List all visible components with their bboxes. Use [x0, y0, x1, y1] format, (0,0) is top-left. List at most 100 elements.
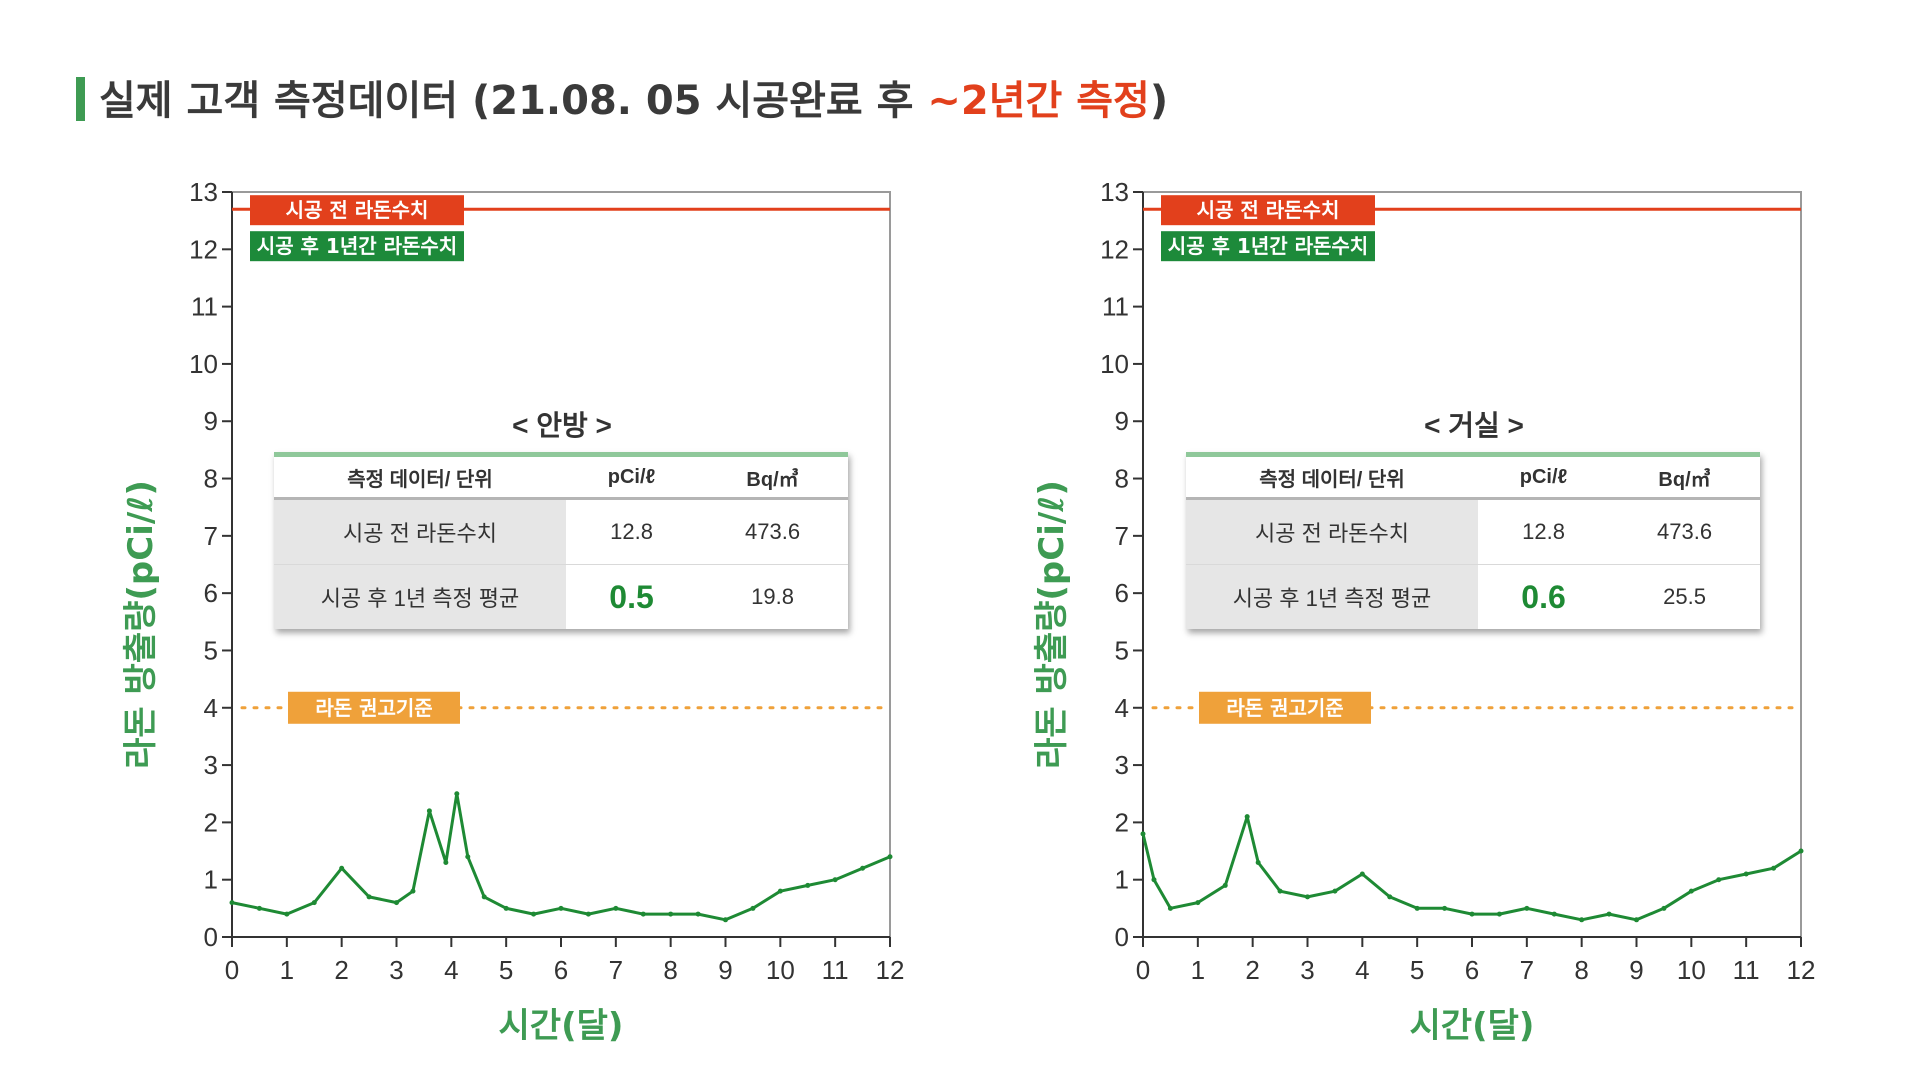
x-tick-label: 6 — [554, 955, 568, 985]
before-badge — [1161, 195, 1375, 226]
table-row: 시공 후 1년 측정 평균 0.6 25.5 — [1186, 564, 1760, 629]
title-end: ) — [1149, 78, 1169, 124]
series-point — [394, 900, 399, 906]
y-tick-label: 0 — [204, 922, 218, 952]
after-badge-label: 시공 후 1년간 라돈수치 — [1168, 234, 1368, 258]
y-tick-label: 11 — [191, 292, 218, 322]
x-axis-label: 시간(달) — [499, 1006, 624, 1046]
chart-caption-1: < 안방 > — [512, 410, 612, 441]
page-title: 실제 고객 측정데이터 (21.08. 05 시공완료 후 ~2년간 측정) — [76, 68, 1168, 126]
series-point — [1579, 917, 1585, 923]
after-badge — [1161, 231, 1375, 262]
series-point — [1524, 905, 1530, 911]
series-point — [777, 888, 783, 894]
series-point — [311, 900, 317, 906]
series-point — [1661, 905, 1667, 911]
y-tick-label: 9 — [1115, 406, 1129, 436]
series-point — [1414, 905, 1420, 911]
y-tick-label: 12 — [189, 234, 218, 264]
y-tick-label: 4 — [204, 693, 218, 723]
x-tick-label: 10 — [1677, 955, 1706, 985]
series-point — [860, 865, 866, 871]
table-header: Bq/㎥ — [1609, 457, 1760, 500]
series-point — [1305, 894, 1310, 900]
series-point — [1244, 814, 1250, 820]
y-tick-label: 2 — [1115, 807, 1129, 837]
table-cell: 473.6 — [697, 498, 848, 565]
series-point — [805, 882, 811, 888]
series-point — [750, 905, 756, 911]
y-axis-label: 라돈 방출량(pCi/ℓ) — [1032, 480, 1072, 769]
series-point — [832, 877, 838, 883]
series-point — [1167, 905, 1173, 911]
series-point — [613, 905, 619, 911]
x-tick-label: 0 — [225, 955, 239, 985]
title-main: 실제 고객 측정데이터 (21.08. 05 시공완료 후 — [99, 78, 928, 124]
y-tick-label: 13 — [189, 177, 218, 207]
y-tick-label: 12 — [1100, 234, 1129, 264]
x-tick-label: 8 — [1574, 955, 1588, 985]
series-point — [887, 854, 893, 860]
x-tick-label: 9 — [1629, 955, 1643, 985]
before-badge-label: 시공 전 라돈수치 — [286, 198, 429, 222]
table-cell-average: 0.6 — [1521, 578, 1566, 615]
table-cell: 473.6 — [1609, 498, 1760, 565]
summary-table-2: 측정 데이터/ 단위 pCi/ℓ Bq/㎥ 시공 전 라돈수치 12.8 473… — [1186, 452, 1760, 629]
series-point — [465, 854, 471, 860]
x-tick-label: 3 — [1300, 955, 1314, 985]
x-tick-label: 12 — [876, 955, 905, 985]
x-tick-label: 11 — [822, 955, 849, 985]
x-tick-label: 11 — [1733, 955, 1760, 985]
y-tick-label: 2 — [204, 807, 218, 837]
y-tick-label: 1 — [204, 865, 218, 895]
y-tick-label: 8 — [1115, 464, 1129, 494]
y-tick-label: 13 — [1100, 177, 1129, 207]
x-tick-label: 5 — [1410, 955, 1424, 985]
series-point — [1606, 911, 1612, 917]
x-tick-label: 6 — [1465, 955, 1479, 985]
series-point — [481, 894, 487, 900]
series-point — [454, 791, 460, 797]
x-tick-label: 1 — [280, 955, 294, 985]
series-point — [1255, 860, 1261, 865]
y-tick-label: 5 — [1115, 635, 1129, 665]
x-tick-label: 0 — [1136, 955, 1150, 985]
table-row: 시공 후 1년 측정 평균 0.5 19.8 — [274, 564, 848, 629]
series-point — [1222, 882, 1228, 888]
table-cell: 12.8 — [1478, 498, 1610, 565]
series-point — [668, 911, 674, 917]
y-tick-label: 7 — [204, 521, 218, 551]
y-tick-label: 10 — [189, 349, 218, 379]
chart-caption-2: < 거실 > — [1424, 410, 1524, 441]
x-tick-label: 2 — [1245, 955, 1259, 985]
series-point — [1551, 911, 1557, 917]
series-point — [1798, 848, 1804, 854]
series-point — [426, 808, 432, 814]
x-tick-label: 7 — [1520, 955, 1534, 985]
y-tick-label: 1 — [1115, 865, 1129, 895]
table-header: 측정 데이터/ 단위 — [1186, 457, 1478, 500]
series-point — [366, 894, 372, 900]
table-cell: 12.8 — [566, 498, 698, 565]
x-tick-label: 4 — [1355, 955, 1369, 985]
series-point — [531, 911, 537, 917]
after-badge — [250, 231, 464, 262]
series-line — [1141, 815, 1802, 922]
y-tick-label: 0 — [1115, 922, 1129, 952]
series-point — [410, 888, 416, 894]
guideline-badge-label: 라돈 권고기준 — [1226, 696, 1343, 720]
series-line — [231, 792, 891, 922]
x-tick-label: 12 — [1787, 955, 1816, 985]
table-cell: 19.8 — [751, 584, 794, 609]
series-point — [284, 911, 290, 917]
y-tick-label: 10 — [1100, 349, 1129, 379]
y-tick-label: 9 — [204, 406, 218, 436]
table-cell: 시공 후 1년 측정 평균 — [274, 564, 566, 629]
series-point — [1387, 894, 1393, 900]
series-point — [1359, 871, 1365, 877]
y-tick-label: 6 — [204, 578, 218, 608]
y-tick-label: 3 — [204, 750, 218, 780]
table-cell: 시공 후 1년 측정 평균 — [1186, 564, 1478, 629]
guideline-badge-label: 라돈 권고기준 — [315, 696, 432, 720]
